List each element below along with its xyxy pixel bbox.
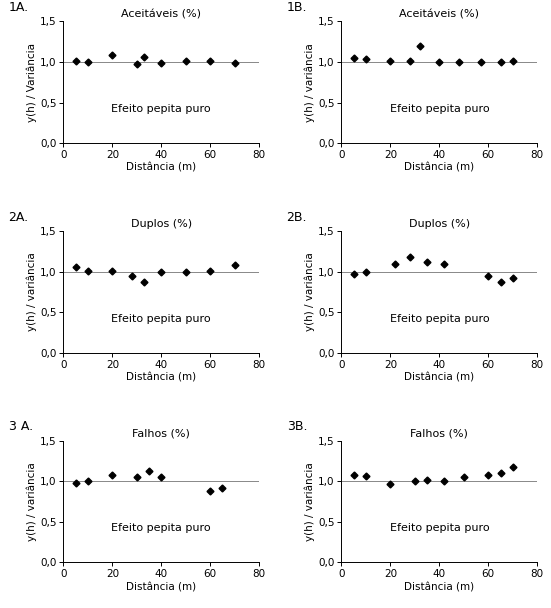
- Text: 3 A.: 3 A.: [8, 420, 33, 434]
- Y-axis label: y(h) / Variância: y(h) / Variância: [26, 43, 37, 122]
- Y-axis label: y(h) / variância: y(h) / variância: [305, 43, 315, 122]
- Text: 2B.: 2B.: [287, 210, 307, 224]
- Text: Efeito pepita puro: Efeito pepita puro: [390, 104, 489, 114]
- Y-axis label: y(h) / variância: y(h) / variância: [305, 462, 315, 541]
- Title: Falhos (%): Falhos (%): [410, 429, 468, 438]
- Y-axis label: y(h) / variância: y(h) / variância: [26, 252, 37, 331]
- X-axis label: Distância (m): Distância (m): [126, 163, 196, 173]
- X-axis label: Distância (m): Distância (m): [126, 373, 196, 382]
- Y-axis label: y(h) / variância: y(h) / variância: [305, 252, 315, 331]
- Title: Aceitáveis (%): Aceitáveis (%): [399, 9, 479, 19]
- Title: Aceitáveis (%): Aceitáveis (%): [121, 9, 201, 19]
- Text: Efeito pepita puro: Efeito pepita puro: [390, 523, 489, 533]
- X-axis label: Distância (m): Distância (m): [126, 582, 196, 592]
- Text: Efeito pepita puro: Efeito pepita puro: [111, 523, 211, 533]
- Text: Efeito pepita puro: Efeito pepita puro: [111, 104, 211, 114]
- Text: Efeito pepita puro: Efeito pepita puro: [111, 314, 211, 323]
- X-axis label: Distância (m): Distância (m): [404, 373, 474, 382]
- Text: 1B.: 1B.: [287, 1, 307, 14]
- Text: 3B.: 3B.: [287, 420, 307, 434]
- Text: Efeito pepita puro: Efeito pepita puro: [390, 314, 489, 323]
- Title: Falhos (%): Falhos (%): [132, 429, 190, 438]
- Text: 2A.: 2A.: [8, 210, 29, 224]
- Title: Duplos (%): Duplos (%): [131, 219, 192, 229]
- Text: 1A.: 1A.: [8, 1, 29, 14]
- X-axis label: Distância (m): Distância (m): [404, 582, 474, 592]
- Title: Duplos (%): Duplos (%): [409, 219, 470, 229]
- X-axis label: Distância (m): Distância (m): [404, 163, 474, 173]
- Y-axis label: y(h) / variância: y(h) / variância: [26, 462, 37, 541]
